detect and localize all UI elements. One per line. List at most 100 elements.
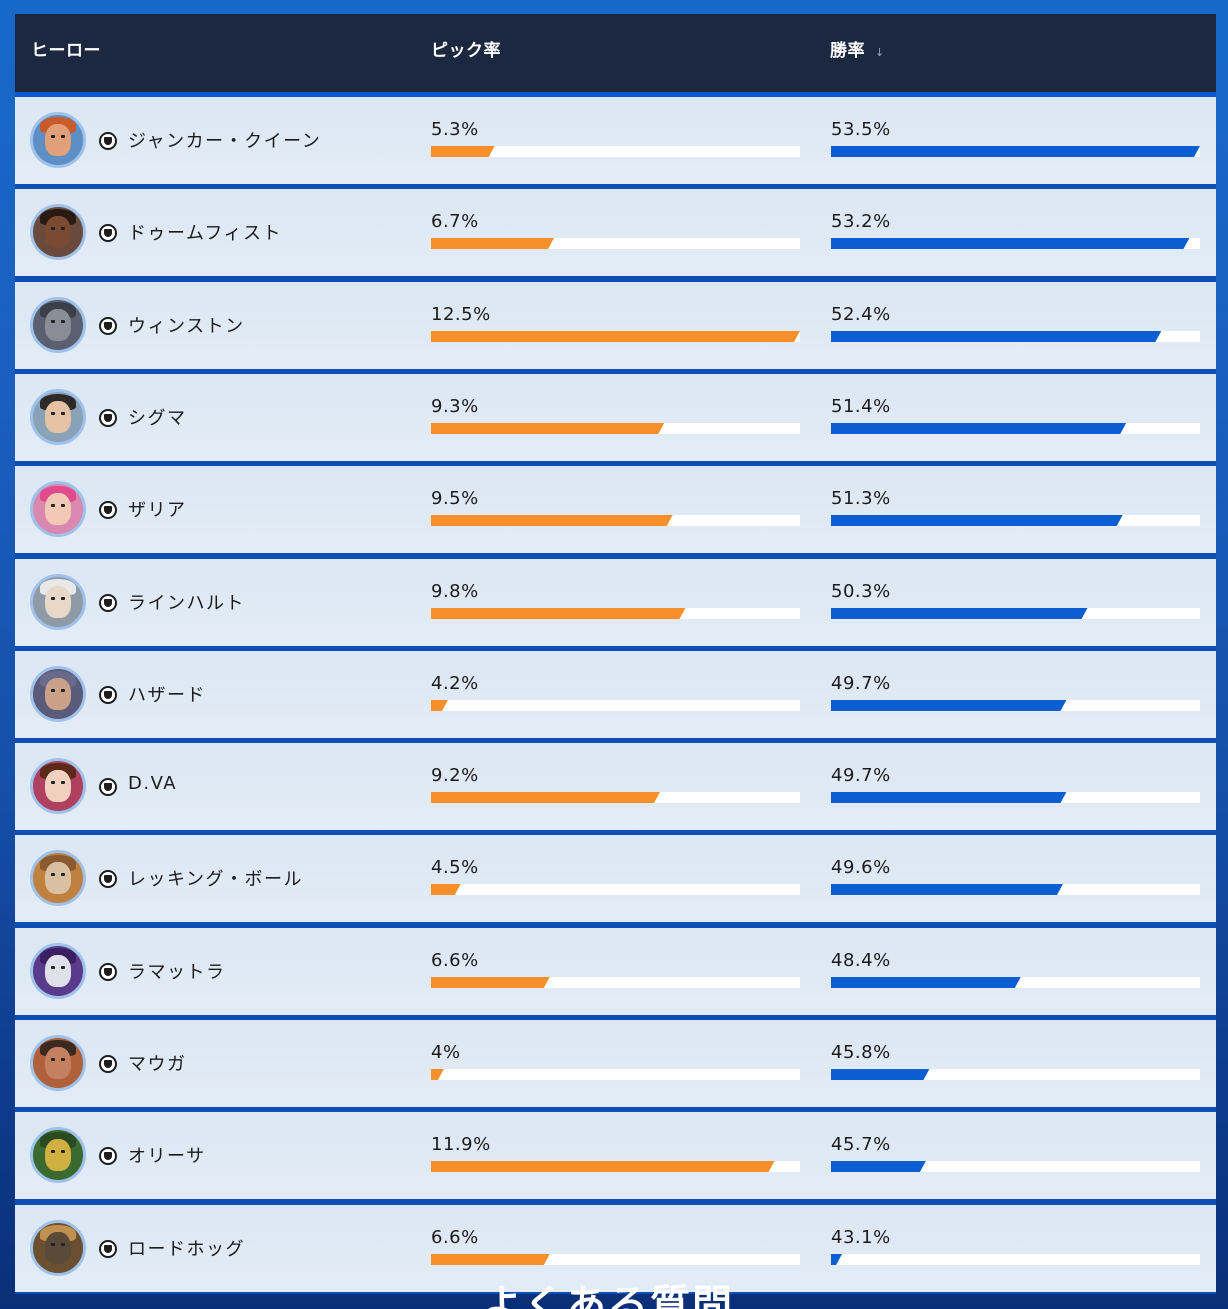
pick-rate-bar <box>431 1069 800 1080</box>
win-rate-value: 48.4% <box>831 950 891 971</box>
win-rate-value: 49.7% <box>831 765 891 786</box>
hero-name: マウガ <box>128 1054 187 1075</box>
reinhardt-portrait-icon <box>30 574 86 630</box>
table-row[interactable]: シグマ 9.3% 51.4% <box>15 374 1216 461</box>
win-rate-bar-fill <box>831 1161 926 1172</box>
roadhog-portrait-icon <box>30 1220 86 1276</box>
hero-name: オリーサ <box>128 1146 206 1167</box>
sigma-portrait-icon <box>30 389 86 445</box>
pick-rate-value: 9.2% <box>431 765 479 786</box>
sort-arrow-icon[interactable]: ↓ <box>875 46 885 59</box>
orisa-portrait-icon <box>30 1127 86 1183</box>
win-rate-bar-fill <box>831 608 1088 619</box>
pick-rate-bar-fill <box>431 792 660 803</box>
tank-role-icon <box>99 1055 117 1073</box>
table-row[interactable]: ザリア 9.5% 51.3% <box>15 466 1216 553</box>
win-rate-bar <box>831 1254 1200 1265</box>
pick-rate-bar-fill <box>431 238 554 249</box>
pick-rate-value: 9.5% <box>431 488 479 509</box>
hero-stats-table: ヒーロー ピック率 勝率 ↓ ジャンカー・クイーン 5.3% 53.5% ドゥームフィス… <box>15 14 1216 1294</box>
pick-rate-value: 4% <box>431 1042 461 1063</box>
pick-rate-bar <box>431 1161 800 1172</box>
win-rate-bar <box>831 1069 1200 1080</box>
hero-name: ラインハルト <box>128 593 245 614</box>
table-row[interactable]: ロードホッグ 6.6% 43.1% <box>15 1205 1216 1292</box>
win-rate-bar-fill <box>831 977 1021 988</box>
column-header-hero[interactable]: ヒーロー <box>31 14 101 92</box>
pick-rate-bar <box>431 884 800 895</box>
win-rate-value: 49.6% <box>831 857 891 878</box>
tank-role-icon <box>99 317 117 335</box>
win-rate-bar-fill <box>831 331 1161 342</box>
pick-rate-value: 9.8% <box>431 581 479 602</box>
win-rate-bar-fill <box>831 884 1063 895</box>
tank-role-icon <box>99 501 117 519</box>
pick-rate-bar-fill <box>431 1161 775 1172</box>
win-rate-bar <box>831 238 1200 249</box>
pick-rate-value: 5.3% <box>431 119 479 140</box>
table-row[interactable]: ラインハルト 9.8% 50.3% <box>15 559 1216 646</box>
pick-rate-value: 11.9% <box>431 1134 491 1155</box>
pick-rate-value: 12.5% <box>431 304 491 325</box>
win-rate-bar <box>831 1161 1200 1172</box>
win-rate-bar <box>831 608 1200 619</box>
table-row[interactable]: ジャンカー・クイーン 5.3% 53.5% <box>15 97 1216 184</box>
pick-rate-bar <box>431 515 800 526</box>
header-divider <box>15 92 1216 97</box>
win-rate-bar <box>831 331 1200 342</box>
pick-rate-bar <box>431 1254 800 1265</box>
mauga-portrait-icon <box>30 1035 86 1091</box>
table-header: ヒーロー ピック率 勝率 ↓ <box>15 14 1216 92</box>
win-rate-bar <box>831 423 1200 434</box>
winston-portrait-icon <box>30 297 86 353</box>
pick-rate-bar-fill <box>431 423 664 434</box>
win-rate-bar-fill <box>831 238 1189 249</box>
table-row[interactable]: ハザード 4.2% 49.7% <box>15 651 1216 738</box>
table-row[interactable]: ウィンストン 12.5% 52.4% <box>15 282 1216 369</box>
win-rate-bar-fill <box>831 423 1126 434</box>
win-rate-bar-fill <box>831 1254 842 1265</box>
faq-heading: よくある質問 <box>482 1282 734 1309</box>
hero-name: ジャンカー・クイーン <box>128 131 322 152</box>
pick-rate-value: 6.6% <box>431 950 479 971</box>
win-rate-bar <box>831 515 1200 526</box>
win-rate-bar <box>831 700 1200 711</box>
tank-role-icon <box>99 594 117 612</box>
table-row[interactable]: D.VA 9.2% 49.7% <box>15 743 1216 830</box>
table-row[interactable]: ラマットラ 6.6% 48.4% <box>15 928 1216 1015</box>
pick-rate-bar <box>431 423 800 434</box>
pick-rate-bar-fill <box>431 1254 550 1265</box>
hero-name: ラマットラ <box>128 962 226 983</box>
win-rate-bar-fill <box>831 146 1200 157</box>
column-header-pick-rate[interactable]: ピック率 <box>431 14 501 92</box>
tank-role-icon <box>99 778 117 796</box>
win-rate-value: 52.4% <box>831 304 891 325</box>
dva-portrait-icon <box>30 758 86 814</box>
win-rate-bar <box>831 146 1200 157</box>
table-row[interactable]: ドゥームフィスト 6.7% 53.2% <box>15 189 1216 276</box>
table-row[interactable]: マウガ 4% 45.8% <box>15 1020 1216 1107</box>
table-row[interactable]: オリーサ 11.9% 45.7% <box>15 1112 1216 1199</box>
tank-role-icon <box>99 1240 117 1258</box>
pick-rate-value: 9.3% <box>431 396 479 417</box>
win-rate-bar-fill <box>831 515 1123 526</box>
win-rate-bar-fill <box>831 700 1066 711</box>
win-rate-value: 51.4% <box>831 396 891 417</box>
win-rate-bar <box>831 792 1200 803</box>
pick-rate-bar-fill <box>431 515 673 526</box>
tank-role-icon <box>99 686 117 704</box>
win-rate-value: 45.8% <box>831 1042 891 1063</box>
pick-rate-bar-fill <box>431 977 550 988</box>
junker-queen-portrait-icon <box>30 112 86 168</box>
pick-rate-value: 4.5% <box>431 857 479 878</box>
pick-rate-bar-fill <box>431 700 448 711</box>
win-rate-bar <box>831 884 1200 895</box>
hero-name: ザリア <box>128 500 187 521</box>
column-header-win-rate[interactable]: 勝率 ↓ <box>830 14 885 92</box>
win-rate-value: 43.1% <box>831 1227 891 1248</box>
hazard-portrait-icon <box>30 666 86 722</box>
win-rate-value: 51.3% <box>831 488 891 509</box>
hero-name: ロードホッグ <box>128 1239 245 1260</box>
pick-rate-value: 6.6% <box>431 1227 479 1248</box>
table-row[interactable]: レッキング・ボール 4.5% 49.6% <box>15 835 1216 922</box>
